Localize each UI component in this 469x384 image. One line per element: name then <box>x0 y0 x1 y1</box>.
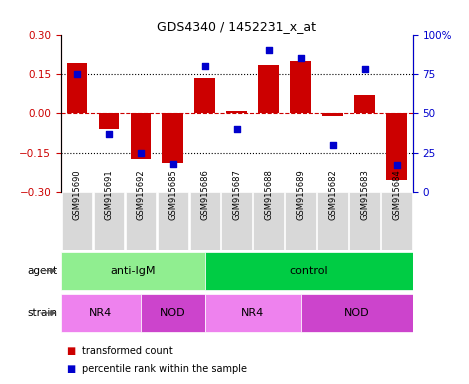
Point <box>393 162 401 168</box>
Bar <box>322 113 343 116</box>
FancyBboxPatch shape <box>205 294 301 332</box>
Text: NOD: NOD <box>160 308 186 318</box>
Point <box>265 47 272 53</box>
Bar <box>386 113 407 180</box>
Text: GSM915690: GSM915690 <box>72 169 82 220</box>
FancyBboxPatch shape <box>94 192 124 250</box>
FancyBboxPatch shape <box>189 192 220 250</box>
Bar <box>258 65 279 113</box>
Bar <box>227 111 247 113</box>
Point <box>169 161 177 167</box>
FancyBboxPatch shape <box>61 294 141 332</box>
Title: GDS4340 / 1452231_x_at: GDS4340 / 1452231_x_at <box>157 20 317 33</box>
Text: GSM915683: GSM915683 <box>360 169 369 220</box>
Text: GSM915687: GSM915687 <box>232 169 242 220</box>
FancyBboxPatch shape <box>61 252 205 290</box>
Text: GSM915685: GSM915685 <box>168 169 177 220</box>
FancyBboxPatch shape <box>286 192 316 250</box>
Point <box>233 126 241 132</box>
Bar <box>195 78 215 113</box>
Point <box>297 55 304 61</box>
FancyBboxPatch shape <box>301 294 413 332</box>
Point <box>329 142 337 148</box>
FancyBboxPatch shape <box>126 192 156 250</box>
Bar <box>290 61 311 113</box>
Point <box>361 66 369 72</box>
Text: NR4: NR4 <box>89 308 113 318</box>
Bar <box>162 113 183 163</box>
FancyBboxPatch shape <box>205 252 413 290</box>
Text: NR4: NR4 <box>241 308 265 318</box>
Text: agent: agent <box>27 266 57 276</box>
Bar <box>130 113 151 159</box>
Text: NOD: NOD <box>344 308 370 318</box>
Text: GSM915692: GSM915692 <box>136 169 145 220</box>
Text: ■: ■ <box>66 346 75 356</box>
FancyBboxPatch shape <box>158 192 188 250</box>
FancyBboxPatch shape <box>381 192 412 250</box>
Point <box>201 63 209 69</box>
FancyBboxPatch shape <box>318 192 348 250</box>
Text: GSM915686: GSM915686 <box>200 169 209 220</box>
Text: control: control <box>289 266 328 276</box>
Text: strain: strain <box>28 308 57 318</box>
Point <box>137 150 144 156</box>
FancyBboxPatch shape <box>141 294 205 332</box>
FancyBboxPatch shape <box>349 192 380 250</box>
Text: GSM915684: GSM915684 <box>392 169 401 220</box>
Point <box>73 71 81 77</box>
Bar <box>98 113 119 129</box>
Text: GSM915689: GSM915689 <box>296 169 305 220</box>
Text: percentile rank within the sample: percentile rank within the sample <box>82 364 247 374</box>
Point <box>105 131 113 137</box>
Text: transformed count: transformed count <box>82 346 173 356</box>
FancyBboxPatch shape <box>253 192 284 250</box>
Text: anti-IgM: anti-IgM <box>110 266 156 276</box>
Bar <box>67 63 87 113</box>
Bar <box>355 95 375 113</box>
Text: GSM915691: GSM915691 <box>105 169 113 220</box>
Text: GSM915688: GSM915688 <box>265 169 273 220</box>
Text: GSM915682: GSM915682 <box>328 169 337 220</box>
Text: ■: ■ <box>66 364 75 374</box>
FancyBboxPatch shape <box>221 192 252 250</box>
FancyBboxPatch shape <box>61 192 92 250</box>
